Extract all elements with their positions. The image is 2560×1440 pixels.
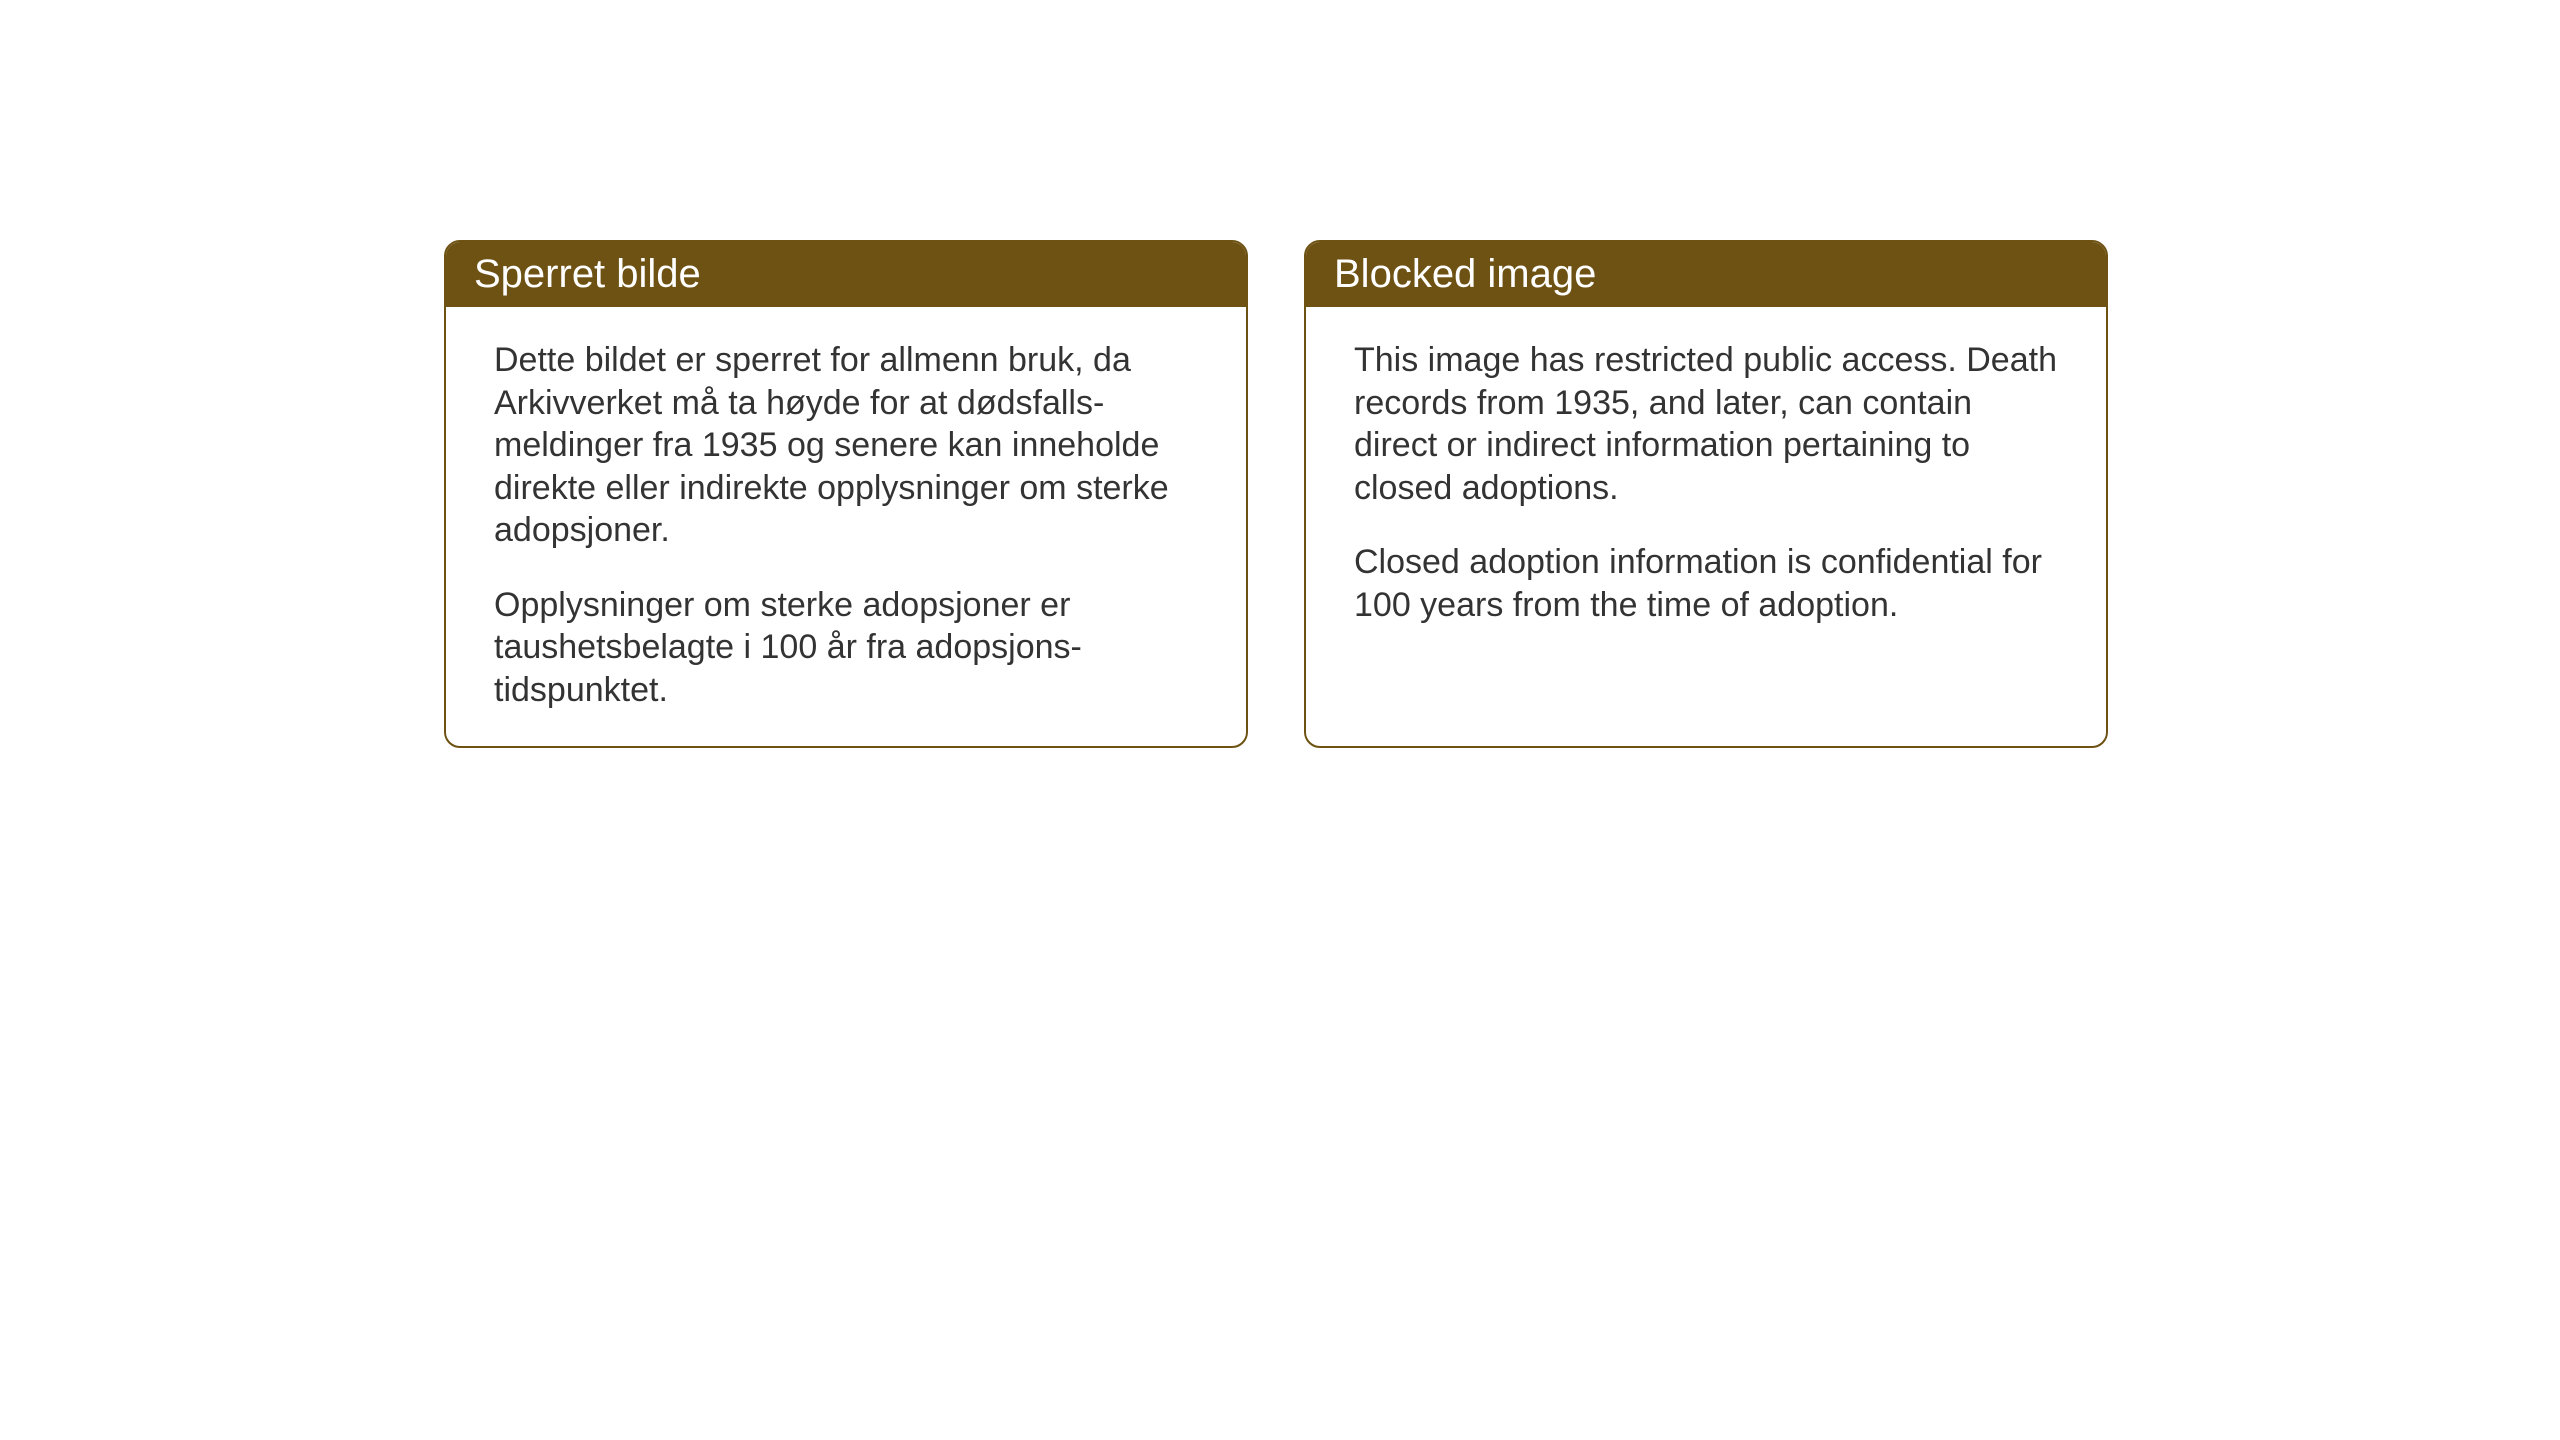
notice-card-english: Blocked image This image has restricted … (1304, 240, 2108, 748)
card-paragraph-norwegian-2: Opplysninger om sterke adopsjoner er tau… (494, 584, 1198, 712)
card-paragraph-norwegian-1: Dette bildet er sperret for allmenn bruk… (494, 339, 1198, 552)
card-title-norwegian: Sperret bilde (474, 252, 701, 296)
card-paragraph-english-2: Closed adoption information is confident… (1354, 541, 2058, 626)
card-header-english: Blocked image (1306, 242, 2106, 307)
card-body-english: This image has restricted public access.… (1306, 307, 2106, 666)
notice-container: Sperret bilde Dette bildet er sperret fo… (444, 240, 2108, 748)
card-header-norwegian: Sperret bilde (446, 242, 1246, 307)
card-title-english: Blocked image (1334, 252, 1596, 296)
card-body-norwegian: Dette bildet er sperret for allmenn bruk… (446, 307, 1246, 748)
notice-card-norwegian: Sperret bilde Dette bildet er sperret fo… (444, 240, 1248, 748)
card-paragraph-english-1: This image has restricted public access.… (1354, 339, 2058, 509)
